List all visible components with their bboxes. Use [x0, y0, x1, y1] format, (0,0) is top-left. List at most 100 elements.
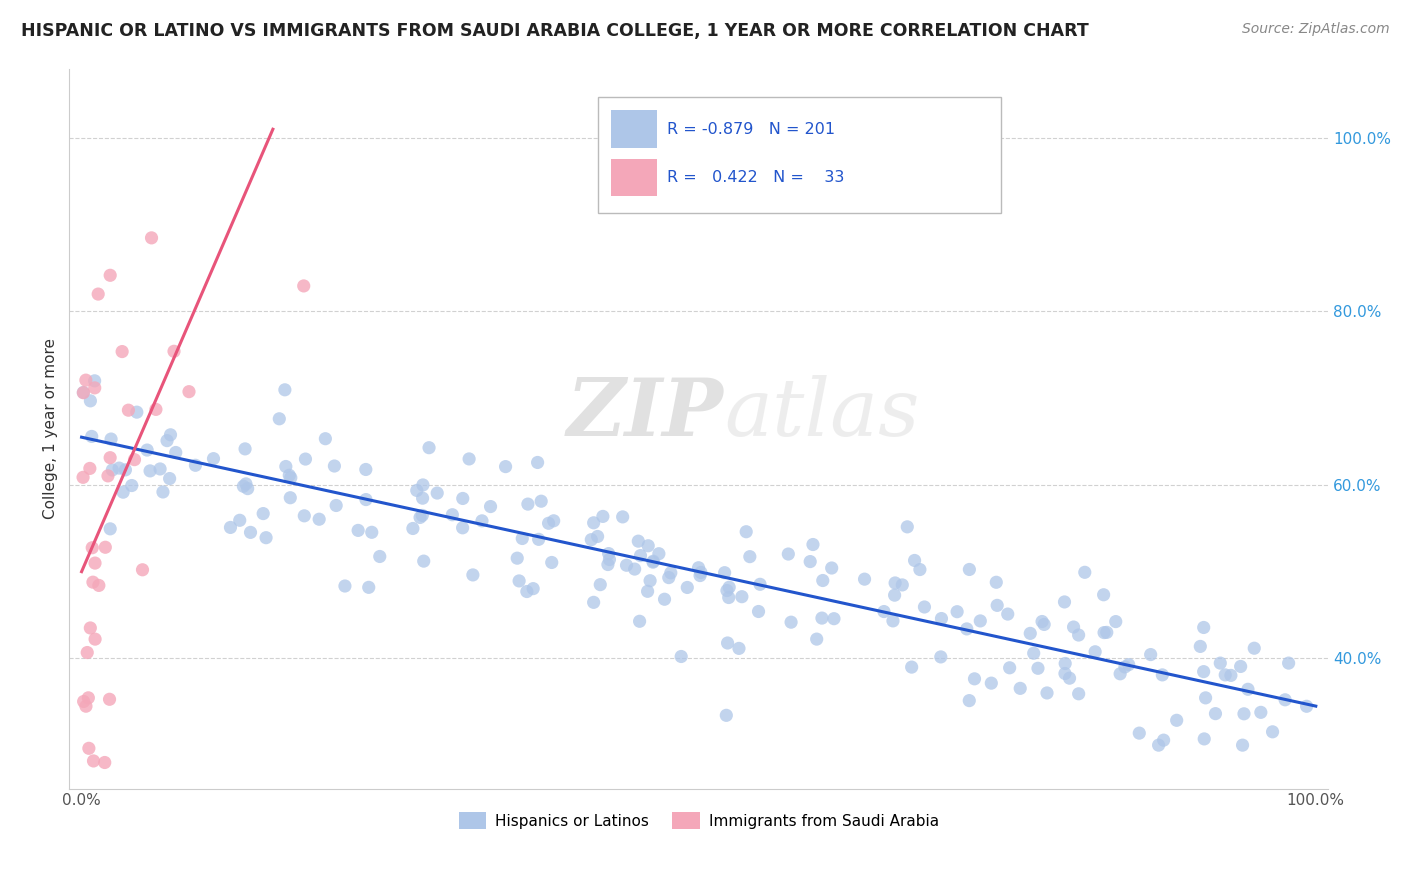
Point	[269, 411, 291, 425]
Point	[461, 568, 484, 582]
Point	[280, 471, 302, 485]
Point	[676, 581, 699, 595]
Point	[1209, 656, 1232, 670]
Point	[94, 541, 117, 555]
Legend: Hispanics or Latinos, Immigrants from Saudi Arabia: Hispanics or Latinos, Immigrants from Sa…	[453, 806, 945, 835]
Point	[451, 521, 474, 535]
Point	[1237, 682, 1260, 697]
Point	[506, 551, 529, 566]
Point	[82, 541, 104, 555]
Point	[219, 520, 242, 534]
Point	[1092, 588, 1115, 602]
Point	[1204, 706, 1226, 721]
Point	[596, 558, 619, 572]
Point	[1194, 690, 1216, 705]
Point	[1192, 620, 1215, 634]
Point	[688, 560, 710, 574]
Point	[1022, 646, 1045, 660]
Point	[1152, 668, 1174, 682]
Point	[84, 632, 107, 647]
Point	[1074, 566, 1097, 580]
Point	[908, 562, 931, 576]
Point	[1053, 595, 1076, 609]
Point	[101, 463, 124, 477]
Point	[735, 524, 758, 539]
Point	[713, 566, 735, 580]
Point	[801, 537, 824, 551]
Point	[136, 443, 159, 458]
Point	[112, 485, 135, 500]
Point	[495, 459, 517, 474]
Point	[1114, 660, 1136, 674]
Point	[451, 491, 474, 506]
Point	[1250, 706, 1272, 720]
Point	[806, 632, 828, 646]
Point	[292, 508, 315, 523]
Point	[628, 615, 651, 629]
Point	[527, 533, 550, 547]
Point	[77, 741, 100, 756]
Point	[292, 279, 315, 293]
Point	[929, 649, 952, 664]
Point	[368, 549, 391, 564]
Point	[152, 485, 174, 500]
Point	[516, 497, 538, 511]
Point	[233, 442, 256, 456]
FancyBboxPatch shape	[610, 159, 657, 196]
Point	[409, 510, 432, 524]
Point	[418, 441, 440, 455]
Point	[882, 614, 904, 628]
Point	[1105, 615, 1128, 629]
Point	[900, 660, 922, 674]
Point	[873, 605, 896, 619]
Point	[354, 492, 377, 507]
Point	[1274, 693, 1296, 707]
Point	[79, 621, 101, 635]
Point	[998, 661, 1021, 675]
Point	[612, 509, 634, 524]
Point	[853, 572, 876, 586]
Point	[903, 553, 925, 567]
Point	[1109, 666, 1132, 681]
Point	[718, 580, 741, 594]
Point	[986, 575, 1008, 590]
Point	[159, 427, 181, 442]
Text: atlas: atlas	[724, 376, 920, 453]
Point	[108, 461, 131, 475]
Point	[87, 287, 110, 301]
Point	[581, 533, 603, 547]
Point	[731, 590, 754, 604]
Point	[654, 592, 676, 607]
Point	[586, 529, 609, 543]
Point	[510, 532, 533, 546]
Point	[659, 566, 682, 580]
FancyBboxPatch shape	[598, 97, 1001, 212]
Point	[589, 577, 612, 591]
Point	[582, 595, 605, 609]
Point	[891, 578, 914, 592]
Point	[969, 614, 991, 628]
Point	[72, 694, 94, 708]
Point	[333, 579, 356, 593]
Point	[236, 482, 259, 496]
Point	[347, 524, 370, 538]
Point	[669, 649, 692, 664]
Point	[93, 756, 115, 770]
Point	[716, 583, 738, 598]
Point	[360, 525, 382, 540]
Point	[72, 470, 94, 484]
Point	[1192, 731, 1215, 746]
Point	[690, 566, 713, 580]
Point	[931, 611, 953, 625]
Point	[83, 381, 105, 395]
Point	[1067, 687, 1090, 701]
Point	[121, 478, 143, 492]
Text: ZIP: ZIP	[567, 376, 724, 453]
Point	[79, 393, 101, 408]
Y-axis label: College, 1 year or more: College, 1 year or more	[44, 338, 58, 519]
Point	[530, 494, 553, 508]
Point	[749, 577, 772, 591]
Point	[957, 562, 980, 576]
Point	[896, 520, 918, 534]
Point	[1054, 657, 1077, 671]
